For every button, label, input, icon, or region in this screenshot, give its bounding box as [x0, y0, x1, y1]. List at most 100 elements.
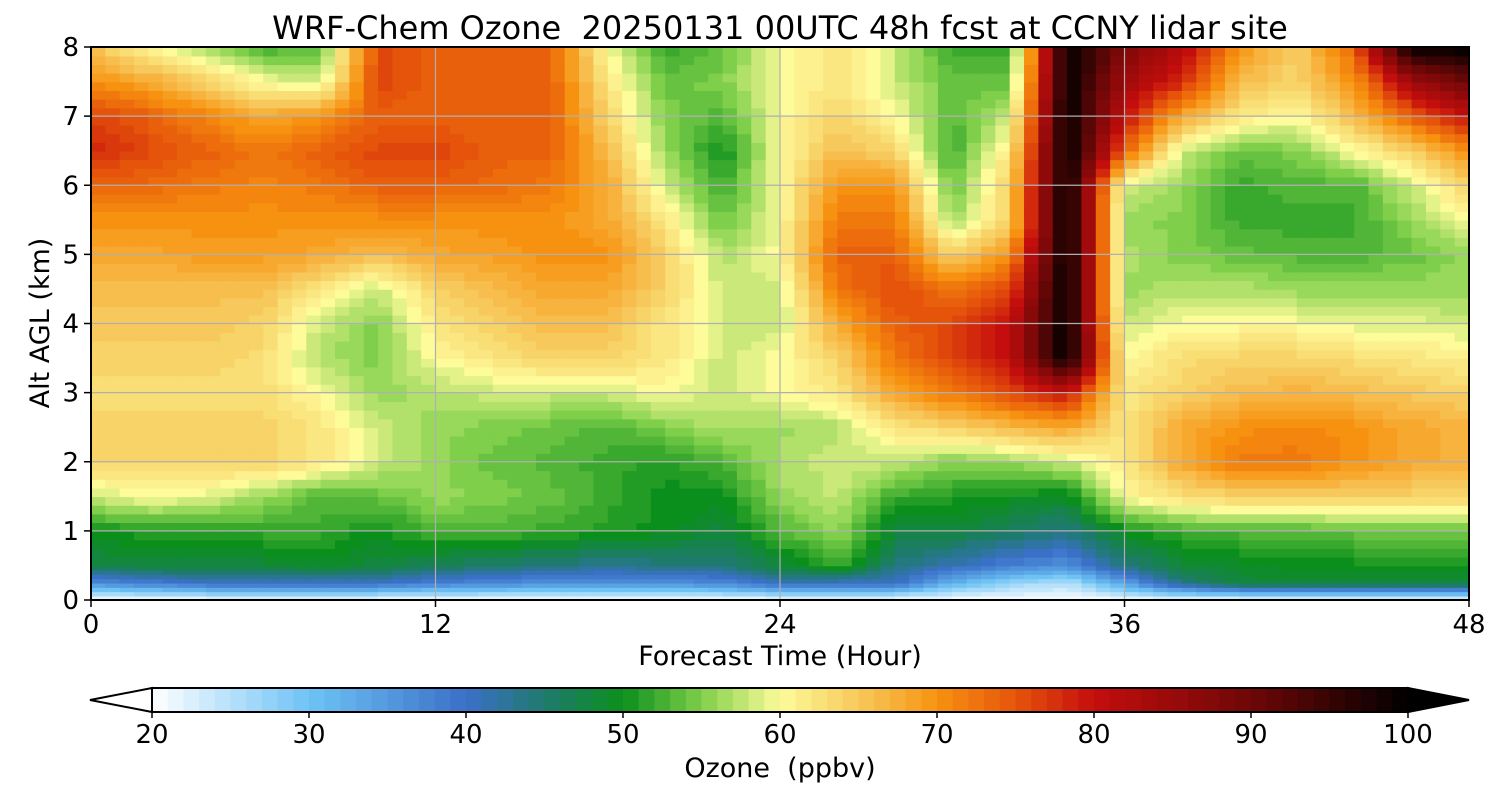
heatmap-cell	[550, 219, 566, 230]
heatmap-cell	[119, 332, 135, 342]
heatmap-cell	[449, 595, 465, 600]
heatmap-cell	[923, 435, 939, 446]
heatmap-cell	[1110, 254, 1126, 264]
heatmap-cell	[593, 487, 609, 498]
heatmap-cell	[1239, 556, 1255, 567]
heatmap-cell	[823, 219, 839, 230]
heatmap-cell	[622, 237, 638, 247]
heatmap-cell	[1138, 479, 1154, 489]
heatmap-cell	[995, 569, 1011, 575]
heatmap-cell	[1411, 574, 1427, 580]
heatmap-cell	[535, 582, 552, 588]
heatmap-cell	[880, 211, 896, 221]
heatmap-cell	[952, 409, 968, 420]
heatmap-cell	[1454, 219, 1469, 230]
heatmap-cell	[1124, 323, 1140, 333]
heatmap-cell	[693, 556, 710, 567]
heatmap-cell	[435, 504, 451, 515]
heatmap-cell	[492, 263, 509, 273]
heatmap-cell	[148, 271, 164, 282]
heatmap-cell	[665, 202, 681, 212]
heatmap-cell	[521, 591, 537, 597]
heatmap-cell	[392, 211, 408, 221]
heatmap-cell	[1210, 522, 1226, 532]
heatmap-cell	[851, 237, 867, 247]
heatmap-cell	[1138, 401, 1154, 411]
heatmap-cell	[535, 323, 552, 333]
heatmap-cell	[478, 314, 494, 325]
heatmap-cell	[909, 582, 925, 588]
heatmap-cell	[880, 409, 896, 420]
heatmap-cell	[851, 280, 867, 290]
heatmap-cell	[851, 539, 867, 549]
heatmap-cell	[736, 383, 753, 394]
heatmap-cell	[1325, 556, 1341, 567]
heatmap-cell	[780, 228, 796, 238]
heatmap-cell	[923, 565, 939, 571]
heatmap-cell	[507, 587, 523, 593]
heatmap-cell	[1138, 271, 1154, 282]
heatmap-cell	[1167, 254, 1183, 264]
heatmap-cell	[1354, 539, 1370, 549]
heatmap-cell	[119, 202, 135, 212]
heatmap-cell	[650, 461, 666, 472]
heatmap-cell	[105, 453, 121, 463]
heatmap-cell	[234, 349, 250, 359]
heatmap-cell	[1454, 228, 1469, 238]
heatmap-cell	[564, 366, 580, 377]
heatmap-cell	[234, 297, 250, 308]
heatmap-cell	[665, 587, 681, 593]
heatmap-cell	[1268, 280, 1284, 290]
heatmap-cell	[736, 453, 753, 463]
heatmap-cell	[1282, 314, 1298, 325]
heatmap-cell	[406, 409, 422, 420]
heatmap-cell	[105, 595, 121, 600]
heatmap-cell	[1253, 383, 1269, 394]
heatmap-cell	[1067, 211, 1083, 221]
heatmap-cell	[320, 470, 336, 480]
heatmap-cell	[593, 383, 609, 394]
heatmap-cell	[1224, 211, 1241, 221]
heatmap-cell	[449, 263, 465, 273]
heatmap-cell	[1110, 280, 1126, 290]
heatmap-cell	[291, 595, 308, 600]
heatmap-cell	[1095, 461, 1111, 472]
heatmap-cell	[1210, 228, 1226, 238]
heatmap-cell	[306, 427, 322, 437]
heatmap-cell	[636, 569, 652, 575]
heatmap-cell	[320, 219, 336, 230]
heatmap-cell	[837, 487, 853, 498]
heatmap-cell	[1397, 219, 1413, 230]
heatmap-cell	[966, 587, 982, 593]
heatmap-cell	[650, 556, 666, 567]
heatmap-cell	[579, 271, 595, 282]
heatmap-cell	[823, 306, 839, 316]
heatmap-cell	[1138, 228, 1154, 238]
heatmap-cell	[1196, 366, 1212, 377]
heatmap-cell	[550, 513, 566, 524]
heatmap-cell	[1239, 219, 1255, 230]
heatmap-cell	[1024, 587, 1040, 593]
heatmap-cell	[579, 375, 595, 385]
heatmap-cell	[923, 539, 939, 549]
heatmap-cell	[478, 444, 494, 454]
heatmap-cell	[780, 522, 796, 532]
heatmap-cell	[794, 530, 810, 541]
heatmap-cell	[363, 444, 379, 454]
heatmap-cell	[564, 375, 580, 385]
heatmap-cell	[650, 211, 666, 221]
heatmap-cell	[1239, 496, 1255, 506]
heatmap-cell	[349, 427, 365, 437]
heatmap-cell	[234, 245, 250, 256]
heatmap-cell	[91, 530, 107, 541]
heatmap-cell	[1038, 237, 1054, 247]
heatmap-cell	[220, 435, 236, 446]
heatmap-cell	[1181, 211, 1198, 221]
heatmap-cell	[1167, 595, 1183, 600]
heatmap-cell	[191, 444, 207, 454]
heatmap-cell	[923, 504, 939, 515]
heatmap-cell	[449, 237, 465, 247]
heatmap-cell	[607, 453, 623, 463]
heatmap-cell	[1067, 444, 1083, 454]
heatmap-cell	[306, 565, 322, 571]
